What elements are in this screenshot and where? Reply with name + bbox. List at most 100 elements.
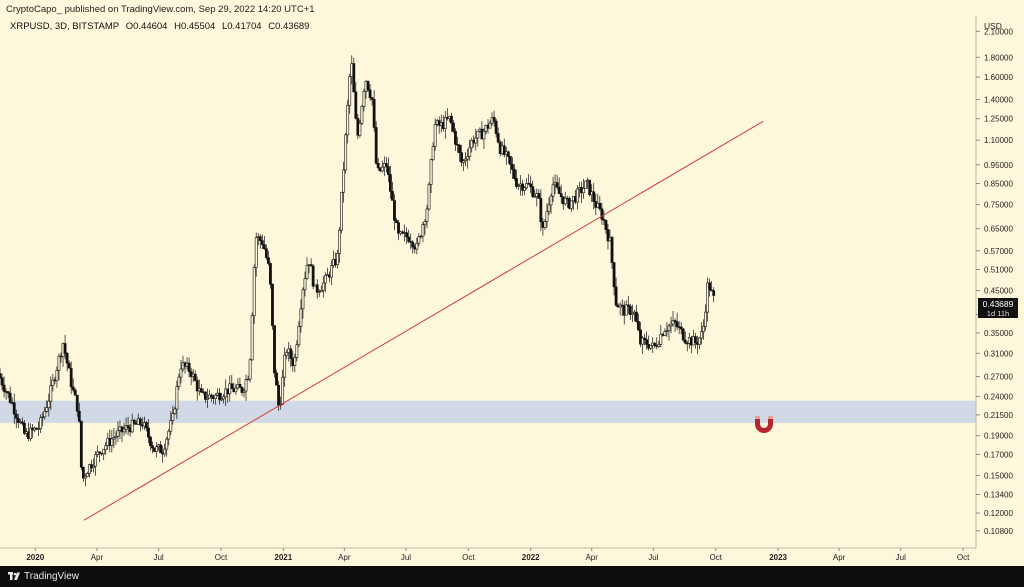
candle-body <box>539 198 543 223</box>
candle-body <box>254 237 258 268</box>
candle-body <box>681 328 685 341</box>
last-price-label: 0.43689 1d 11h <box>978 298 1018 318</box>
candle-body <box>415 242 419 250</box>
price-tick-label: 0.85000 <box>984 180 1013 189</box>
candle-body <box>344 134 348 171</box>
candle-body <box>569 200 573 209</box>
candle-body <box>557 186 561 194</box>
support-zone[interactable] <box>0 400 976 423</box>
candle-body <box>206 397 209 400</box>
candle-body <box>598 202 602 210</box>
candle-body <box>641 337 644 345</box>
price-tick-label: 1.25000 <box>984 115 1013 124</box>
candle-body <box>12 402 16 415</box>
time-tick-label: 2021 <box>274 553 292 562</box>
trendline[interactable] <box>83 120 764 521</box>
symbol-label[interactable]: XRPUSD, 3D, BITSTAMP <box>10 21 120 32</box>
candle-body <box>29 427 32 439</box>
time-axis[interactable]: 2020 Apr Jul Oct 2021 Apr Jul Oct 2022 Apr Jul Oct 2… <box>26 548 970 562</box>
candle-body <box>346 104 350 136</box>
time-tick-label: Jul <box>401 553 411 562</box>
candle-body <box>537 193 541 199</box>
candle-body <box>610 237 614 263</box>
price-tick-label: 0.10800 <box>984 527 1013 536</box>
price-tick-label: 0.95000 <box>984 161 1013 170</box>
candle-body <box>20 421 24 424</box>
candle-body <box>466 156 470 160</box>
candle-body <box>81 466 85 479</box>
candle-body <box>427 184 431 210</box>
candle-body <box>86 473 89 477</box>
candle-body <box>165 438 169 450</box>
candle-body <box>116 430 120 437</box>
candle-body <box>515 178 518 187</box>
candle-body <box>360 106 364 124</box>
candle-body <box>559 193 563 198</box>
time-tick-label: 2022 <box>522 553 540 562</box>
candle-body <box>354 91 358 119</box>
candle-body <box>433 124 437 147</box>
time-tick-label: 2023 <box>769 553 787 562</box>
candle-body <box>667 325 671 332</box>
candle-body <box>22 423 26 434</box>
price-tick-label: 2.10000 <box>984 27 1013 36</box>
candle-body <box>649 345 653 349</box>
magnet-icon[interactable] <box>755 416 773 433</box>
candle-body <box>167 430 171 440</box>
candle-body <box>132 419 136 424</box>
candle-body <box>293 357 297 367</box>
candle-body <box>665 330 669 332</box>
footer-bar: TradingView <box>0 566 1024 587</box>
candle-body <box>92 465 95 469</box>
price-tick-label: 0.21500 <box>984 411 1013 420</box>
time-tick-label: Jul <box>153 553 163 562</box>
candle-body <box>340 191 344 231</box>
candle-body <box>303 278 307 291</box>
candle-body <box>582 188 585 194</box>
candle-body <box>262 244 266 250</box>
time-tick-label: Apr <box>91 553 104 562</box>
price-axis[interactable]: 2.10000 1.80000 1.60000 1.40000 1.25000 1.100… <box>976 27 1013 536</box>
candle-body <box>708 282 712 291</box>
candle-body <box>543 221 547 228</box>
candle-body <box>37 428 41 430</box>
candle-body <box>73 389 77 396</box>
candle-body <box>230 383 234 389</box>
candle-body <box>94 454 97 467</box>
candle-body <box>425 208 429 222</box>
candle-body <box>323 275 327 284</box>
price-chart[interactable]: 2.10000 1.80000 1.60000 1.40000 1.25000 1.100… <box>0 0 1024 566</box>
tradingview-brand: TradingView <box>24 571 80 582</box>
candle-body <box>301 289 305 310</box>
candle-body <box>171 413 175 421</box>
candle-body <box>588 179 592 196</box>
candle-body <box>683 339 687 344</box>
candle-body <box>576 188 579 203</box>
candle-body <box>693 336 697 344</box>
candle-body <box>43 410 47 418</box>
candle-body <box>659 334 663 345</box>
price-tick-label: 0.31000 <box>984 349 1013 358</box>
candle-body <box>16 417 20 423</box>
candle-body <box>510 164 514 170</box>
candle-body <box>529 183 533 187</box>
candle-body <box>336 253 339 265</box>
price-tick-label: 0.45000 <box>984 287 1013 296</box>
candle-body <box>244 379 248 392</box>
bar-countdown: 1d 11h <box>987 309 1009 318</box>
candle-body <box>639 329 642 345</box>
candle-body <box>104 445 108 450</box>
candle-body <box>220 398 224 401</box>
price-tick-label: 0.19000 <box>984 432 1013 441</box>
candle-body <box>110 438 114 446</box>
candle-body <box>88 464 91 474</box>
candle-body <box>317 291 321 293</box>
candle-body <box>338 229 341 254</box>
candle-body <box>193 373 197 381</box>
candle-body <box>275 372 278 386</box>
close-value: C0.43689 <box>268 21 310 32</box>
candle-body <box>250 315 254 361</box>
candle-body <box>482 130 486 140</box>
candle-body <box>264 248 268 258</box>
